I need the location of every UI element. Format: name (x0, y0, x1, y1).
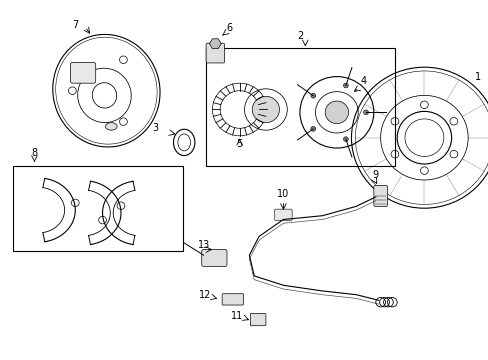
Text: 12: 12 (199, 289, 211, 300)
Text: 5: 5 (236, 139, 242, 149)
FancyBboxPatch shape (201, 249, 226, 266)
Bar (13, 166, 183, 251)
FancyBboxPatch shape (70, 63, 96, 83)
Circle shape (363, 110, 368, 115)
Circle shape (310, 127, 315, 131)
Text: 8: 8 (31, 148, 38, 158)
FancyBboxPatch shape (205, 43, 224, 63)
Circle shape (325, 101, 348, 123)
Circle shape (343, 137, 347, 141)
FancyBboxPatch shape (373, 186, 386, 206)
FancyBboxPatch shape (274, 209, 291, 220)
Text: 11: 11 (230, 311, 243, 321)
Text: 10: 10 (277, 189, 289, 199)
FancyBboxPatch shape (222, 294, 243, 305)
Text: 6: 6 (226, 23, 232, 33)
Text: 13: 13 (197, 240, 209, 250)
FancyBboxPatch shape (250, 314, 265, 326)
Circle shape (252, 96, 279, 123)
Circle shape (343, 83, 347, 88)
Circle shape (310, 93, 315, 98)
Bar (205, 48, 394, 166)
Text: 2: 2 (297, 31, 303, 41)
Text: 3: 3 (152, 123, 158, 133)
Text: 4: 4 (359, 76, 366, 86)
Ellipse shape (105, 123, 117, 130)
Polygon shape (209, 39, 221, 49)
Text: 7: 7 (72, 20, 78, 30)
Text: 1: 1 (474, 72, 480, 82)
Text: 9: 9 (372, 170, 378, 180)
